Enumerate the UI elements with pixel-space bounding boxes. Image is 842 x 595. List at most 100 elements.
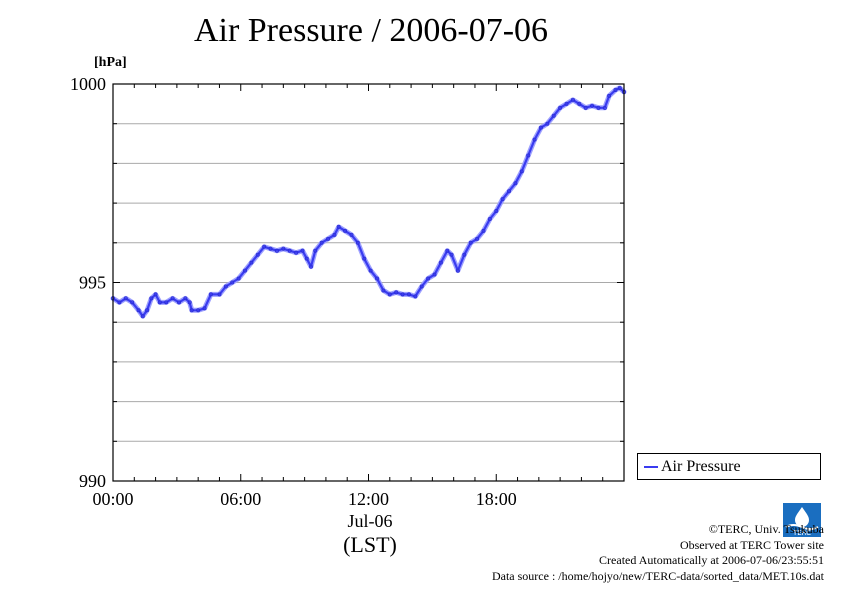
- data-point: [577, 101, 582, 106]
- logo-lettering: TERC: [792, 529, 811, 537]
- credit-created: Created Automatically at 2006-07-06/23:5…: [599, 553, 824, 567]
- legend-label-air-pressure: Air Pressure: [661, 458, 741, 475]
- data-point: [564, 101, 569, 106]
- y-tick-label: 1000: [70, 74, 106, 94]
- data-point: [189, 308, 194, 313]
- data-point: [513, 181, 518, 186]
- data-point: [153, 292, 158, 297]
- data-point: [208, 292, 213, 297]
- legend: Air Pressure: [637, 453, 821, 480]
- data-point: [532, 137, 537, 142]
- x-tick-labels: 00:00 06:00 12:00 18:00: [92, 489, 516, 509]
- grid-lines: [113, 123, 624, 442]
- data-point: [419, 284, 424, 289]
- data-point: [236, 276, 241, 281]
- x-tick-label: 18:00: [476, 489, 517, 509]
- data-point: [304, 256, 309, 261]
- data-point: [281, 246, 286, 251]
- data-point: [123, 296, 128, 301]
- data-point: [455, 268, 460, 273]
- y-tick-label: 990: [79, 471, 106, 491]
- data-point: [274, 248, 279, 253]
- data-point: [343, 228, 348, 233]
- data-point: [149, 296, 154, 301]
- y-tick-labels: 990 995 1000: [70, 74, 106, 491]
- data-point: [177, 300, 182, 305]
- series-layer: [110, 85, 627, 319]
- data-point: [187, 300, 192, 305]
- data-point: [468, 240, 473, 245]
- data-point: [326, 236, 331, 241]
- data-point: [590, 103, 595, 108]
- data-point: [243, 268, 248, 273]
- data-point: [170, 296, 175, 301]
- data-point: [287, 248, 292, 253]
- y-axis-unit-label: [hPa]: [94, 55, 127, 70]
- data-point: [583, 105, 588, 110]
- data-point: [406, 292, 411, 297]
- data-point: [526, 153, 531, 158]
- chart-title: Air Pressure / 2006-07-06: [193, 12, 549, 49]
- x-tick-label: 12:00: [348, 489, 389, 509]
- data-point: [300, 248, 305, 253]
- data-point: [438, 260, 443, 265]
- data-point: [196, 308, 201, 313]
- credit-source: Data source : /home/hojyo/new/TERC-data/…: [491, 568, 824, 583]
- data-point: [368, 268, 373, 273]
- data-point: [332, 232, 337, 237]
- data-point: [117, 300, 122, 305]
- data-point: [313, 248, 318, 253]
- data-point: [596, 105, 601, 110]
- data-point: [519, 169, 524, 174]
- data-point: [130, 300, 135, 305]
- data-point: [319, 240, 324, 245]
- plot-frame: [112, 83, 625, 482]
- data-point: [309, 264, 314, 269]
- x-tick-label: 00:00: [92, 489, 133, 509]
- data-point: [202, 306, 207, 311]
- data-point: [349, 232, 354, 237]
- y-tick-label: 995: [79, 273, 106, 293]
- data-point: [336, 224, 341, 229]
- data-point: [394, 290, 399, 295]
- terc-logo-icon: TERC: [783, 503, 821, 537]
- credits-block: ©TERC, Univ. Tsukuba Observed at TERC To…: [492, 522, 824, 584]
- legend-swatch-air-pressure: [644, 466, 658, 468]
- data-point: [268, 246, 273, 251]
- data-point: [570, 97, 575, 102]
- data-point: [355, 240, 360, 245]
- data-point: [462, 252, 467, 257]
- data-point: [217, 292, 222, 297]
- data-point: [362, 256, 367, 261]
- x-tick-label: 06:00: [220, 489, 261, 509]
- data-point: [164, 300, 169, 305]
- x-axis-date-label: Jul-06: [347, 511, 393, 531]
- data-point: [558, 105, 563, 110]
- data-point: [475, 236, 480, 241]
- data-point: [387, 292, 392, 297]
- data-point: [538, 125, 543, 130]
- data-point: [375, 276, 380, 281]
- data-point: [607, 93, 612, 98]
- data-point: [500, 197, 505, 202]
- data-point: [481, 228, 486, 233]
- data-point: [262, 244, 267, 249]
- x-axis-label: (LST): [343, 532, 397, 557]
- data-point: [487, 216, 492, 221]
- data-point: [617, 85, 622, 90]
- data-point: [230, 280, 235, 285]
- data-point: [294, 250, 299, 255]
- data-point: [136, 308, 141, 313]
- data-point: [445, 248, 450, 253]
- data-point: [494, 209, 499, 214]
- data-point: [449, 252, 454, 257]
- data-point: [602, 105, 607, 110]
- credit-copyright: ©TERC, Univ. Tsukuba: [708, 522, 824, 536]
- data-point: [157, 300, 162, 305]
- data-point: [613, 87, 618, 92]
- data-point: [145, 308, 150, 313]
- data-point: [413, 294, 418, 299]
- data-point: [400, 292, 405, 297]
- data-point: [183, 296, 188, 301]
